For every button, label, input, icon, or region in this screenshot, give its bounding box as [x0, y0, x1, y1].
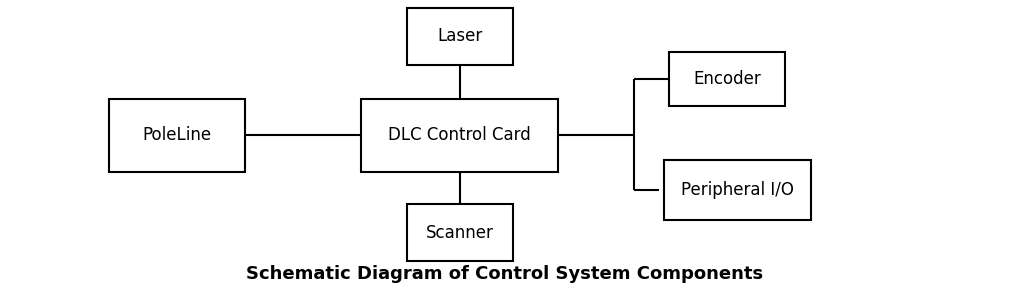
FancyBboxPatch shape [108, 99, 244, 172]
Text: Laser: Laser [437, 27, 482, 46]
FancyBboxPatch shape [406, 9, 513, 65]
FancyBboxPatch shape [669, 52, 786, 106]
Text: Scanner: Scanner [425, 223, 494, 242]
Text: DLC Control Card: DLC Control Card [388, 126, 531, 144]
Text: Peripheral I/O: Peripheral I/O [681, 181, 794, 199]
FancyBboxPatch shape [406, 204, 513, 261]
Text: Schematic Diagram of Control System Components: Schematic Diagram of Control System Comp… [246, 265, 764, 283]
FancyBboxPatch shape [665, 161, 810, 220]
Text: PoleLine: PoleLine [142, 126, 211, 144]
FancyBboxPatch shape [362, 99, 558, 172]
Text: Encoder: Encoder [693, 70, 762, 88]
